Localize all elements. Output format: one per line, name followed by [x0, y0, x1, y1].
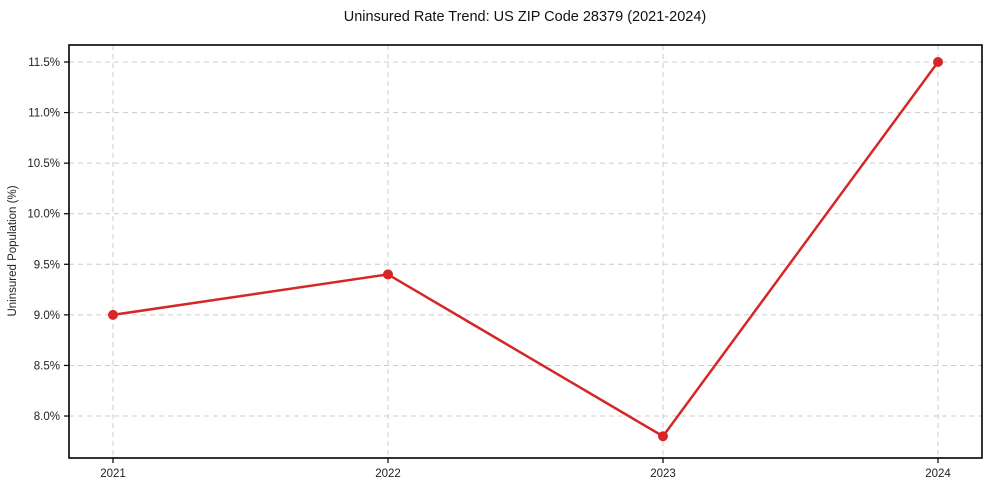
y-tick-label: 8.0% — [34, 411, 60, 423]
y-tick-label: 11.0% — [28, 108, 60, 120]
x-tick-label: 2023 — [650, 468, 676, 480]
data-point — [658, 431, 668, 442]
y-tick-label: 8.5% — [34, 360, 60, 372]
y-tick-label: 9.5% — [34, 259, 60, 271]
data-point — [108, 309, 118, 320]
x-tick-label: 2021 — [100, 468, 126, 480]
chart-title: Uninsured Rate Trend: US ZIP Code 28379 … — [344, 9, 706, 25]
y-tick-label: 10.5% — [27, 158, 60, 170]
plot-border — [68, 44, 983, 459]
y-tick-label: 9.0% — [34, 310, 60, 322]
trend-line — [111, 60, 940, 438]
y-tick-label: 10.0% — [27, 209, 60, 221]
x-tick-label: 2024 — [925, 468, 951, 480]
x-tick-label: 2022 — [375, 468, 401, 480]
data-point — [383, 269, 393, 280]
y-tick-label: 11.5% — [28, 57, 60, 69]
y-axis-label: Uninsured Population (%) — [7, 185, 19, 316]
data-point — [933, 56, 943, 67]
